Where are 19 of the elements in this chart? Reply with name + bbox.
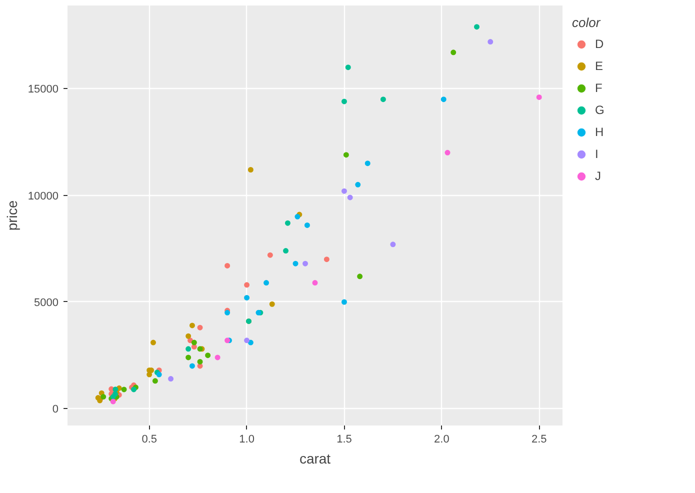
legend-label: G bbox=[595, 103, 606, 117]
legend-label: J bbox=[595, 169, 602, 183]
x-tick-label: 0.5 bbox=[142, 434, 157, 446]
legend-label: F bbox=[595, 81, 604, 95]
x-axis-title: carat bbox=[299, 450, 331, 466]
x-tick-label: 2.5 bbox=[531, 434, 547, 446]
x-tick-label: 1.5 bbox=[336, 434, 352, 446]
y-tick-label: 5000 bbox=[34, 296, 59, 309]
legend-label: D bbox=[595, 37, 605, 51]
y-tick-label: 10000 bbox=[28, 190, 59, 202]
x-tick-label: 2.0 bbox=[434, 434, 450, 446]
x-tick-label: 1.0 bbox=[239, 434, 254, 446]
legend-label: E bbox=[595, 59, 604, 73]
y-tick-label: 15000 bbox=[28, 84, 59, 96]
legend-title: color bbox=[572, 15, 602, 30]
legend-label: H bbox=[595, 125, 605, 139]
legend-label: I bbox=[595, 147, 600, 161]
y-axis-title: price bbox=[4, 200, 20, 231]
y-tick-label: 0 bbox=[52, 404, 59, 416]
